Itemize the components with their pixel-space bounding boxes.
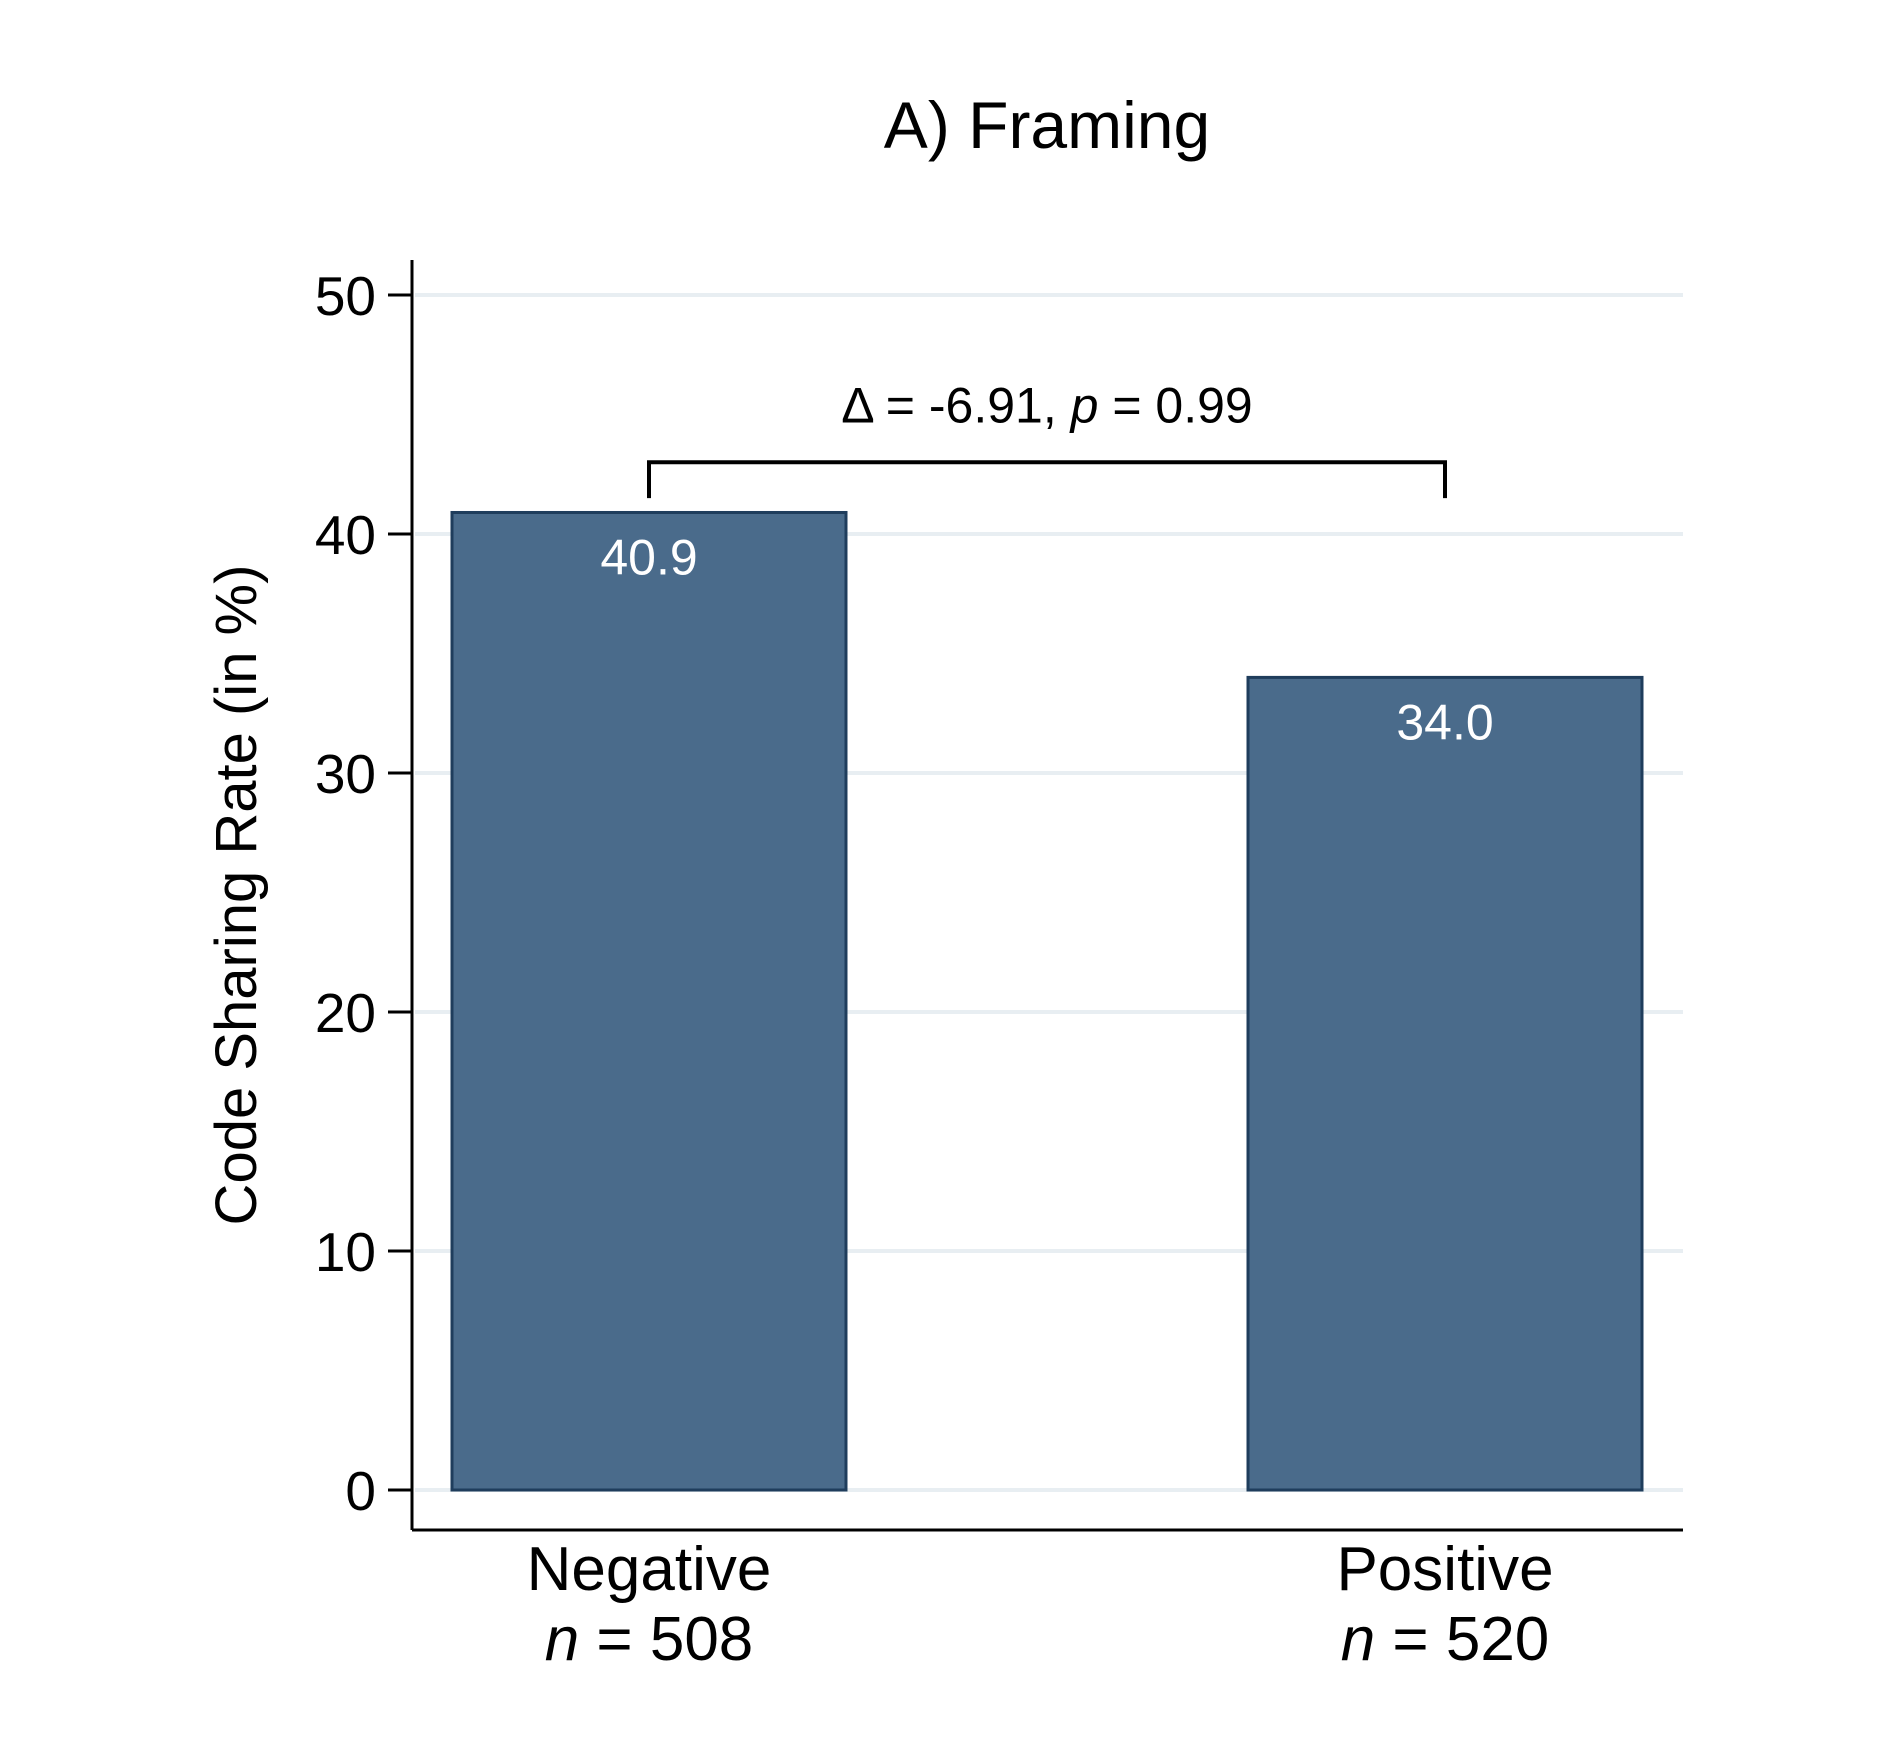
y-tick-label: 40 xyxy=(315,504,376,566)
bar-positive xyxy=(1246,675,1644,1492)
y-ticks: 0 10 20 30 40 50 xyxy=(315,265,412,1522)
y-tick-label: 0 xyxy=(345,1460,376,1522)
significance-bracket xyxy=(647,460,1447,499)
significance-label: Δ = -6.91, p = 0.99 xyxy=(841,377,1252,433)
y-tick-label: 20 xyxy=(315,982,376,1044)
value-label: 34.0 xyxy=(1396,694,1493,750)
value-label: 40.9 xyxy=(600,529,697,585)
category-label: Negative xyxy=(527,1535,772,1604)
y-axis-label: Code Sharing Rate (in %) xyxy=(204,565,269,1226)
category-label: Positive xyxy=(1336,1535,1553,1604)
bars xyxy=(450,510,1644,1492)
chart-title: A) Framing xyxy=(884,88,1210,162)
y-tick-label: 30 xyxy=(315,743,376,805)
value-labels: 40.9 34.0 xyxy=(600,529,1493,750)
axes xyxy=(410,260,1683,1532)
significance-annotation: Δ = -6.91, p = 0.99 xyxy=(647,377,1447,499)
bar-negative xyxy=(450,510,848,1492)
y-tick-label: 50 xyxy=(315,265,376,327)
y-tick-label: 10 xyxy=(315,1221,376,1283)
category-sample-size: n = 508 xyxy=(545,1605,754,1674)
category-sample-size: n = 520 xyxy=(1341,1605,1550,1674)
